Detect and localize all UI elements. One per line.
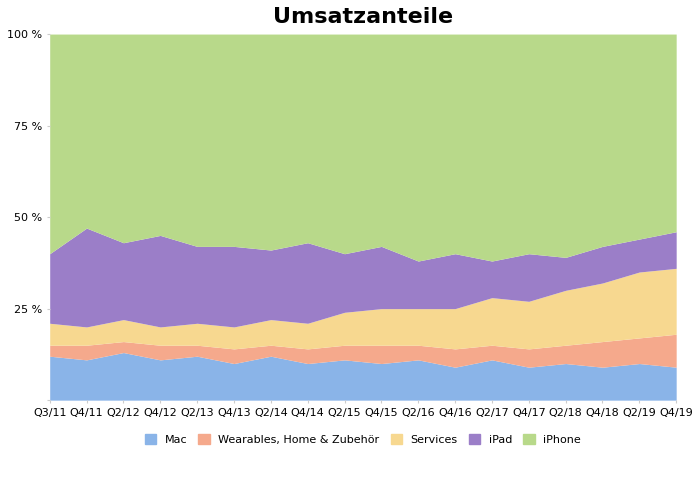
Title: Umsatzanteile: Umsatzanteile [273, 7, 453, 27]
Legend: Mac, Wearables, Home & Zubehör, Services, iPad, iPhone: Mac, Wearables, Home & Zubehör, Services… [140, 430, 586, 450]
